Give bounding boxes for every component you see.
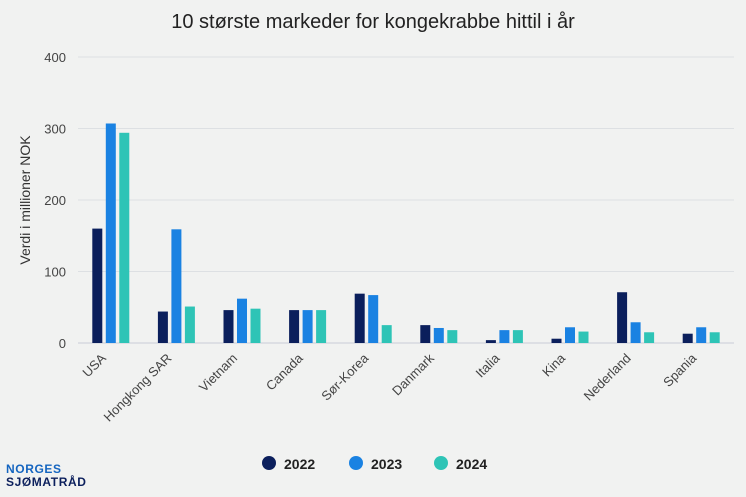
legend-swatch xyxy=(349,456,363,470)
bar-2023-9[interactable] xyxy=(696,327,707,343)
x-tick-label: Vietnam xyxy=(196,351,240,395)
bar-2024-1[interactable] xyxy=(184,306,195,343)
brand-line-2: SJØMATRÅD xyxy=(6,475,87,489)
bar-2023-8[interactable] xyxy=(630,322,641,343)
legend-swatch xyxy=(434,456,448,470)
bar-2022-8[interactable] xyxy=(617,292,628,343)
y-tick-label: 100 xyxy=(44,265,66,280)
bar-2022-9[interactable] xyxy=(682,333,693,343)
bar-2024-8[interactable] xyxy=(644,332,655,343)
y-axis-label: Verdi i millioner NOK xyxy=(17,135,33,265)
chart-title: 10 største markeder for kongekrabbe hitt… xyxy=(171,11,575,33)
bar-2024-5[interactable] xyxy=(447,330,458,343)
bar-2023-0[interactable] xyxy=(105,123,116,344)
bar-2022-6[interactable] xyxy=(485,340,496,343)
y-tick-label: 300 xyxy=(44,122,66,137)
x-tick-label: Italia xyxy=(472,350,503,381)
x-tick-label: Danmark xyxy=(389,350,437,398)
bar-2024-2[interactable] xyxy=(250,308,261,343)
legend-label: 2022 xyxy=(284,456,315,472)
y-tick-label: 200 xyxy=(44,193,66,208)
x-tick-label: USA xyxy=(79,350,109,380)
bar-2024-6[interactable] xyxy=(512,330,523,343)
bar-2023-2[interactable] xyxy=(237,298,247,343)
bar-2022-7[interactable] xyxy=(551,338,562,343)
brand-line-1: NORGES xyxy=(6,462,62,476)
bar-2022-4[interactable] xyxy=(354,293,365,343)
legend-label: 2023 xyxy=(371,456,402,472)
bar-2022-3[interactable] xyxy=(289,310,300,343)
bar-2024-4[interactable] xyxy=(381,325,392,343)
bar-2023-3[interactable] xyxy=(302,310,313,343)
bar-2024-7[interactable] xyxy=(578,331,589,343)
legend-item-2022[interactable]: 2022 xyxy=(262,456,315,472)
x-tick-label: Sør-Korea xyxy=(318,350,372,404)
bar-2022-2[interactable] xyxy=(223,310,234,343)
bar-2023-1[interactable] xyxy=(171,229,182,343)
x-tick-label: Hongkong SAR xyxy=(101,351,175,425)
x-tick-label: Nederland xyxy=(581,351,634,404)
bar-2023-6[interactable] xyxy=(499,330,510,343)
bar-2022-1[interactable] xyxy=(157,311,168,343)
legend-item-2024[interactable]: 2024 xyxy=(434,456,487,472)
y-tick-label: 400 xyxy=(44,50,66,65)
bar-2023-5[interactable] xyxy=(433,327,444,343)
y-tick-label: 0 xyxy=(59,336,66,351)
bar-2022-0[interactable] xyxy=(92,228,103,343)
bar-2024-0[interactable] xyxy=(119,132,130,343)
x-tick-label: Spania xyxy=(660,350,700,390)
x-tick-label: Canada xyxy=(263,350,306,393)
legend-label: 2024 xyxy=(456,456,487,472)
y-axis-ticks: 0 100 200 300 400 xyxy=(44,50,66,351)
bar-2022-5[interactable] xyxy=(420,325,431,343)
bars xyxy=(92,123,720,344)
x-tick-label: Kina xyxy=(539,350,569,380)
bar-2023-4[interactable] xyxy=(368,295,379,343)
bar-2024-9[interactable] xyxy=(709,332,720,343)
brand-logo: NORGES SJØMATRÅD xyxy=(6,463,87,489)
legend[interactable]: 2022 2023 2024 xyxy=(262,456,487,472)
bar-2023-7[interactable] xyxy=(565,327,575,343)
legend-item-2023[interactable]: 2023 xyxy=(349,456,402,472)
bar-2024-3[interactable] xyxy=(316,310,327,343)
legend-swatch xyxy=(262,456,276,470)
